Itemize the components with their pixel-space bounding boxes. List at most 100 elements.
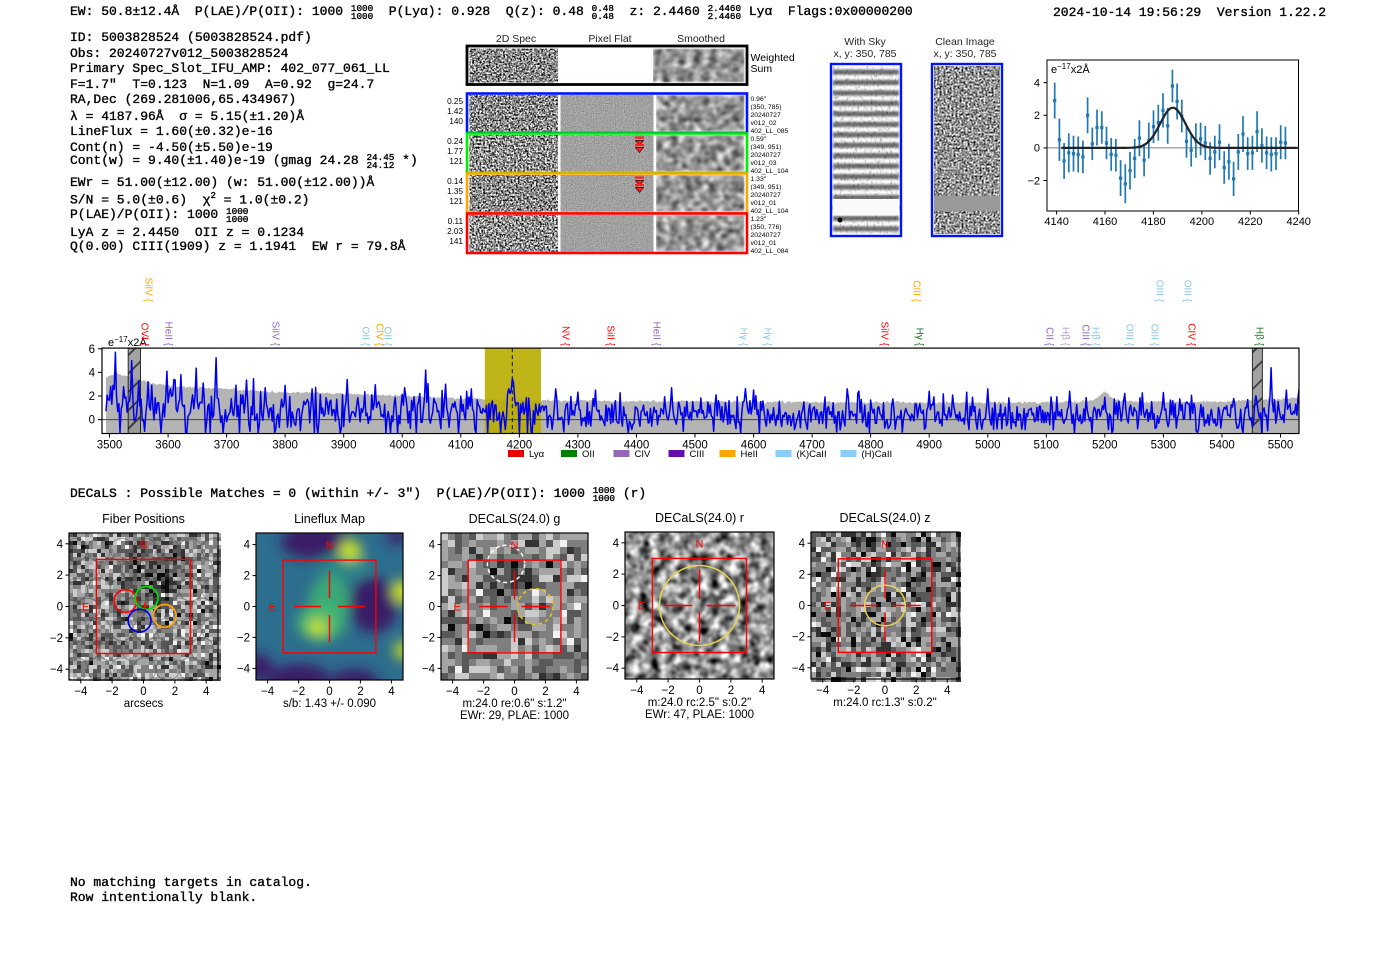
- svg-text:−2: −2: [106, 686, 119, 698]
- svg-text:NV {: NV {: [560, 326, 571, 347]
- svg-text:N: N: [326, 540, 334, 552]
- svg-text:0: 0: [429, 602, 435, 614]
- svg-text:2: 2: [728, 685, 734, 697]
- svg-text:Lyα: Lyα: [529, 449, 545, 460]
- svg-text:OIII {: OIII {: [1124, 324, 1135, 347]
- svg-text:−2: −2: [847, 685, 860, 697]
- svg-text:4: 4: [613, 538, 620, 550]
- svg-text:−2: −2: [477, 686, 490, 698]
- svg-text:5100: 5100: [1034, 440, 1060, 452]
- svg-text:Fiber Positions: Fiber Positions: [102, 512, 185, 526]
- svg-text:5200: 5200: [1092, 440, 1118, 452]
- svg-text:HeII {: HeII {: [163, 322, 174, 347]
- svg-text:s/b: 1.43 +/- 0.090: s/b: 1.43 +/- 0.090: [283, 698, 376, 710]
- svg-text:0: 0: [799, 601, 805, 613]
- svg-text:N: N: [881, 539, 889, 551]
- svg-text:4: 4: [759, 685, 766, 697]
- svg-text:DECaLS(24.0) z: DECaLS(24.0) z: [839, 511, 930, 525]
- svg-text:0: 0: [57, 602, 63, 614]
- svg-text:5500: 5500: [1268, 440, 1294, 452]
- svg-text:EWr: 29, PLAE: 1000: EWr: 29, PLAE: 1000: [460, 710, 569, 722]
- svg-text:Hγ {: Hγ {: [914, 328, 925, 347]
- svg-text:CIV {: CIV {: [1186, 323, 1197, 346]
- svg-text:CIII: CIII: [690, 449, 705, 460]
- svg-text:−4: −4: [50, 664, 64, 676]
- svg-text:2: 2: [57, 570, 63, 582]
- svg-text:SiIV {: SiIV {: [879, 322, 890, 347]
- svg-text:E: E: [82, 601, 89, 613]
- svg-text:HeII {: HeII {: [651, 322, 662, 347]
- svg-text:4: 4: [429, 540, 436, 552]
- svg-text:3800: 3800: [272, 440, 298, 452]
- svg-text:4000: 4000: [389, 440, 415, 452]
- svg-text:2: 2: [89, 391, 95, 403]
- svg-text:N: N: [511, 540, 519, 552]
- svg-text:−2: −2: [1027, 175, 1040, 187]
- svg-text:OII: OII: [582, 449, 595, 460]
- svg-text:4: 4: [203, 686, 210, 698]
- svg-text:0: 0: [140, 686, 146, 698]
- svg-text:4: 4: [89, 367, 96, 379]
- svg-text:5400: 5400: [1209, 440, 1235, 452]
- svg-text:−4: −4: [237, 663, 251, 675]
- svg-text:4700: 4700: [799, 440, 825, 452]
- svg-text:N: N: [140, 540, 148, 552]
- svg-text:m:24.0 rc:1.3" s:0.2": m:24.0 rc:1.3" s:0.2": [833, 697, 936, 709]
- svg-text:−2: −2: [792, 632, 805, 644]
- svg-text:−2: −2: [292, 686, 305, 698]
- svg-text:−2: −2: [662, 685, 675, 697]
- svg-text:−2: −2: [606, 632, 619, 644]
- svg-text:Hβ {: Hβ {: [1090, 327, 1101, 347]
- svg-text:2: 2: [913, 685, 919, 697]
- svg-text:4: 4: [799, 538, 806, 550]
- svg-text:SiII {: SiII {: [605, 325, 616, 346]
- svg-text:−2: −2: [422, 632, 435, 644]
- svg-text:3900: 3900: [331, 440, 357, 452]
- svg-text:CIV: CIV: [635, 449, 652, 460]
- svg-text:4400: 4400: [624, 440, 650, 452]
- svg-text:4200: 4200: [1190, 216, 1214, 228]
- svg-text:4200: 4200: [507, 440, 533, 452]
- svg-text:OIII {: OIII {: [1182, 280, 1193, 303]
- svg-text:m:24.0 re:0.6" s:1.2": m:24.0 re:0.6" s:1.2": [462, 698, 566, 710]
- svg-text:OVI {: OVI {: [139, 323, 150, 347]
- svg-text:Hγ {: Hγ {: [738, 328, 749, 347]
- svg-text:4: 4: [389, 686, 396, 698]
- svg-text:6: 6: [89, 344, 95, 356]
- svg-text:5300: 5300: [1151, 440, 1177, 452]
- svg-text:EWr: 47, PLAE: 1000: EWr: 47, PLAE: 1000: [645, 709, 754, 721]
- svg-text:−4: −4: [261, 686, 275, 698]
- svg-text:Hβ {: Hβ {: [1254, 327, 1265, 347]
- svg-text:e−17x2Å: e−17x2Å: [1051, 62, 1090, 77]
- svg-text:CIII {: CIII {: [911, 280, 922, 302]
- svg-text:E: E: [638, 600, 645, 612]
- svg-text:5000: 5000: [975, 440, 1001, 452]
- svg-text:DECaLS(24.0) r: DECaLS(24.0) r: [655, 511, 744, 525]
- svg-text:−2: −2: [50, 633, 63, 645]
- svg-text:4100: 4100: [448, 440, 474, 452]
- svg-text:4140: 4140: [1044, 216, 1068, 228]
- svg-text:SiIV {: SiIV {: [270, 322, 281, 347]
- svg-text:0: 0: [89, 415, 95, 427]
- svg-text:−4: −4: [422, 663, 436, 675]
- svg-text:CIV {: CIV {: [374, 323, 385, 346]
- svg-text:CII {: CII {: [1044, 327, 1055, 347]
- svg-text:OII {: OII {: [382, 327, 393, 347]
- svg-text:arcsecs: arcsecs: [124, 698, 164, 710]
- svg-text:E: E: [269, 601, 276, 613]
- svg-text:Hβ {: Hβ {: [1060, 327, 1071, 347]
- svg-text:0: 0: [696, 685, 702, 697]
- svg-text:4800: 4800: [858, 440, 884, 452]
- svg-text:−4: −4: [606, 663, 620, 675]
- svg-text:Lineflux Map: Lineflux Map: [294, 512, 365, 526]
- svg-text:(H)CaII: (H)CaII: [862, 449, 893, 460]
- svg-text:−4: −4: [792, 663, 806, 675]
- svg-text:0: 0: [244, 602, 250, 614]
- svg-text:2: 2: [429, 571, 435, 583]
- svg-text:(K)CaII: (K)CaII: [797, 449, 827, 460]
- svg-text:2: 2: [172, 686, 178, 698]
- svg-text:E: E: [454, 601, 461, 613]
- svg-text:N: N: [696, 539, 704, 551]
- svg-text:4: 4: [573, 686, 580, 698]
- svg-text:4240: 4240: [1286, 216, 1310, 228]
